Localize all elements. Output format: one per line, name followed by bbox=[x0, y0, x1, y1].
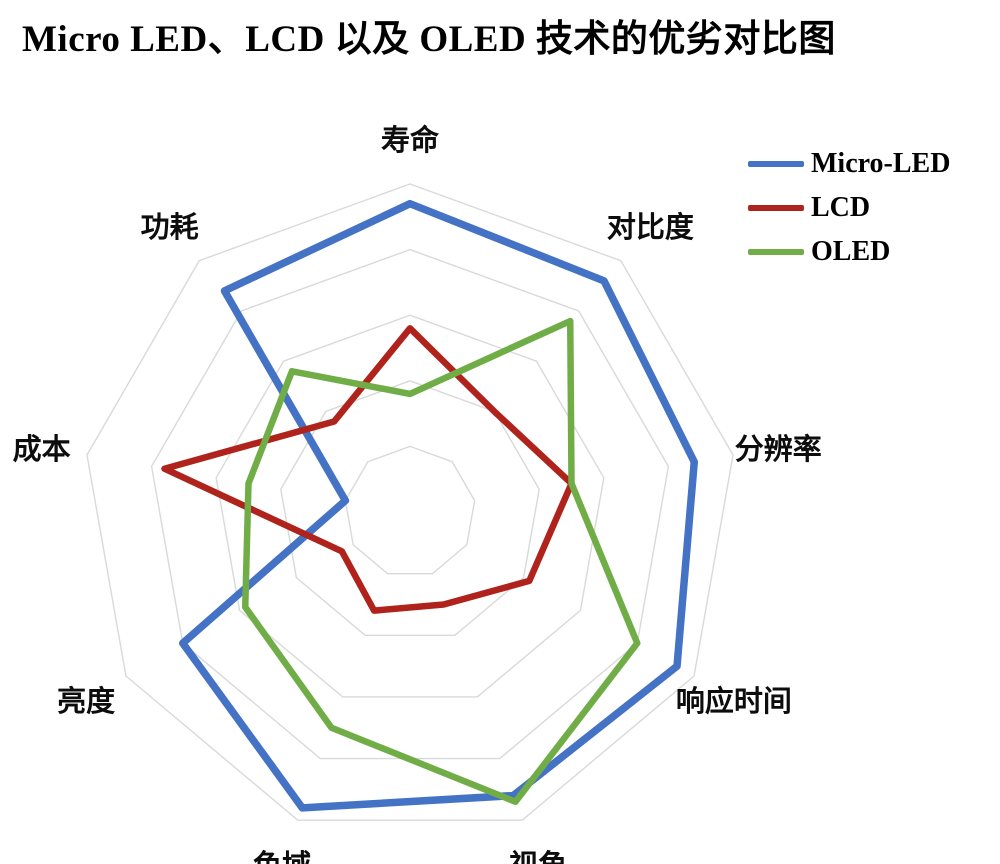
grid-ring-5 bbox=[86, 183, 734, 821]
axis-label-8: 成本 bbox=[12, 434, 71, 467]
legend-label: LCD bbox=[811, 191, 871, 223]
axis-label-6: 色域 bbox=[253, 842, 311, 864]
chart-legend: Micro-LED LCD OLED bbox=[748, 148, 950, 267]
series-line-OLED bbox=[241, 317, 641, 805]
axis-label-3: 分辨率 bbox=[734, 434, 822, 467]
axis-label-7: 亮度 bbox=[57, 686, 116, 718]
legend-label: OLED bbox=[811, 235, 891, 267]
legend-item-Micro-LED: Micro-LED bbox=[748, 148, 950, 179]
axis-label-5: 视角 bbox=[509, 842, 567, 864]
legend-line-swatch bbox=[748, 248, 804, 255]
axis-label-2: 对比度 bbox=[606, 212, 694, 245]
legend-label: Micro-LED bbox=[811, 147, 951, 179]
chart-title: Micro LED、LCD 以及 OLED 技术的优劣对比图 bbox=[22, 19, 836, 60]
grid-ring-1 bbox=[344, 445, 476, 575]
axis-label-1: 寿命 bbox=[380, 125, 440, 157]
series-line-Micro-LED bbox=[179, 199, 699, 812]
legend-line-swatch bbox=[748, 160, 804, 167]
axis-label-9: 功耗 bbox=[140, 212, 199, 245]
legend-item-LCD: LCD bbox=[748, 192, 950, 223]
legend-item-OLED: OLED bbox=[748, 236, 950, 267]
series-line-LCD bbox=[161, 325, 575, 614]
legend-line-swatch bbox=[748, 204, 804, 211]
axis-label-4: 响应时间 bbox=[675, 686, 792, 718]
grid-ring-2 bbox=[280, 380, 540, 636]
